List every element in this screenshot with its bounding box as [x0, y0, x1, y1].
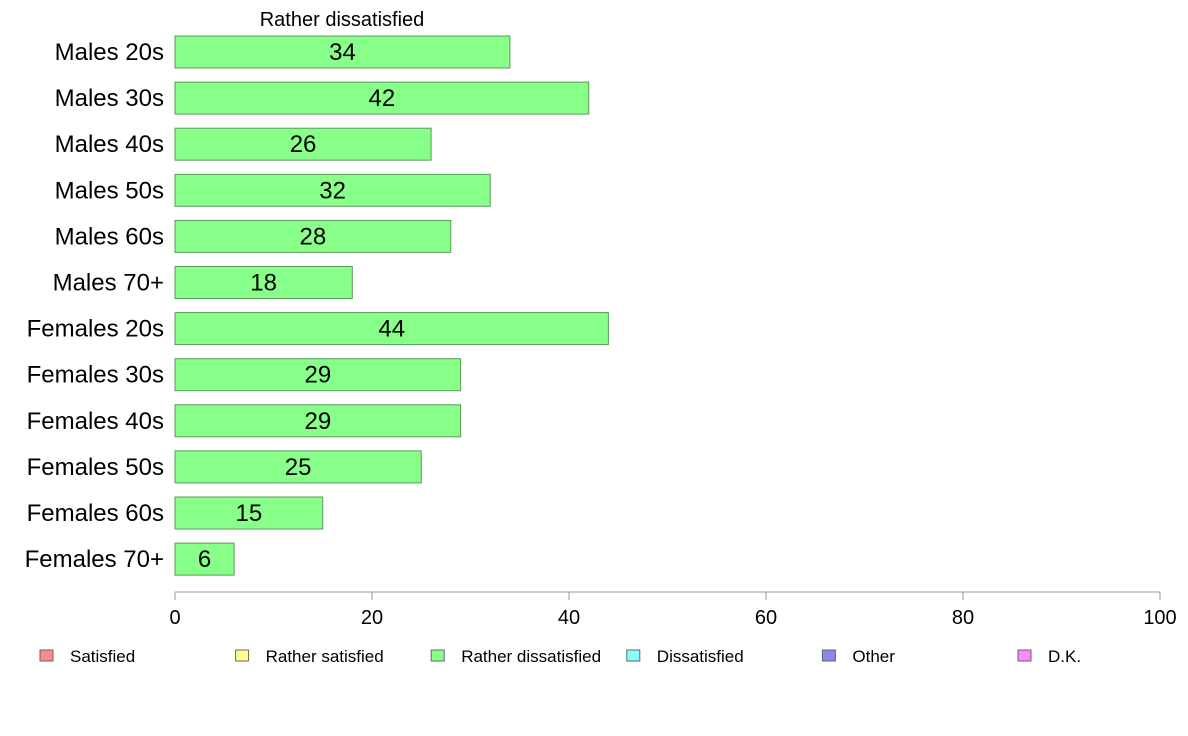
- bar: [174, 542, 235, 576]
- bar: [174, 81, 590, 115]
- legend-label: Dissatisfied: [657, 647, 744, 666]
- category-label: Males 50s: [55, 177, 164, 204]
- category-label: Males 20s: [55, 39, 164, 66]
- category-label: Females 20s: [27, 316, 164, 343]
- bar: [174, 450, 422, 484]
- legend-label: Rather satisfied: [266, 647, 384, 666]
- data-label: 6: [198, 546, 211, 573]
- x-axis: 0 20 40 60 80 100: [169, 591, 1177, 629]
- data-label: 44: [378, 316, 405, 343]
- data-label: 28: [300, 223, 327, 250]
- legend-label: Rather dissatisfied: [461, 647, 601, 666]
- category-label: Females 40s: [27, 408, 164, 435]
- bar: [174, 358, 462, 392]
- chart-title: Rather dissatisfied: [260, 9, 425, 31]
- category-label: Females 50s: [27, 454, 164, 481]
- category-label: Females 70+: [25, 546, 164, 573]
- x-tick-label: 40: [558, 607, 580, 629]
- x-tick-label: 20: [361, 607, 383, 629]
- legend-label: Other: [852, 647, 895, 666]
- bars: Males 20s 34 Males 30s 42 Males 40s 26 Males 5…: [25, 35, 609, 576]
- legend-swatch: [1017, 649, 1032, 662]
- bar: [174, 404, 462, 438]
- category-label: Females 30s: [27, 362, 164, 389]
- category-label: Males 40s: [55, 131, 164, 158]
- legend-swatch: [430, 649, 445, 662]
- x-tick-label: 80: [952, 607, 974, 629]
- bar: [174, 127, 432, 161]
- data-label: 15: [236, 500, 263, 527]
- legend-swatch: [235, 649, 250, 662]
- data-label: 42: [368, 85, 395, 112]
- data-label: 29: [304, 362, 331, 389]
- legend-swatch: [626, 649, 641, 662]
- legend-swatch: [821, 649, 836, 662]
- legend: Satisfied Rather satisfied Rather dissatis…: [39, 647, 1081, 666]
- category-label: Males 30s: [55, 85, 164, 112]
- legend-swatch: [39, 649, 54, 662]
- data-label: 18: [250, 270, 277, 297]
- bar: [174, 219, 452, 253]
- category-label: Males 60s: [55, 223, 164, 250]
- legend-label: Satisfied: [70, 647, 135, 666]
- data-label: 25: [285, 454, 312, 481]
- data-label: 34: [329, 39, 356, 66]
- bar: [174, 266, 353, 299]
- category-label: Males 70+: [53, 270, 164, 297]
- legend-label: D.K.: [1048, 647, 1081, 666]
- bar: [174, 312, 609, 346]
- bar: [174, 496, 324, 530]
- bar: [174, 173, 491, 207]
- x-tick-label: 60: [755, 607, 777, 629]
- data-label: 29: [304, 408, 331, 435]
- category-label: Females 60s: [27, 500, 164, 527]
- data-label: 26: [290, 131, 317, 158]
- data-label: 32: [319, 177, 346, 204]
- x-tick-label: 100: [1143, 607, 1176, 629]
- bar: [174, 35, 511, 69]
- x-tick-label: 0: [169, 607, 180, 629]
